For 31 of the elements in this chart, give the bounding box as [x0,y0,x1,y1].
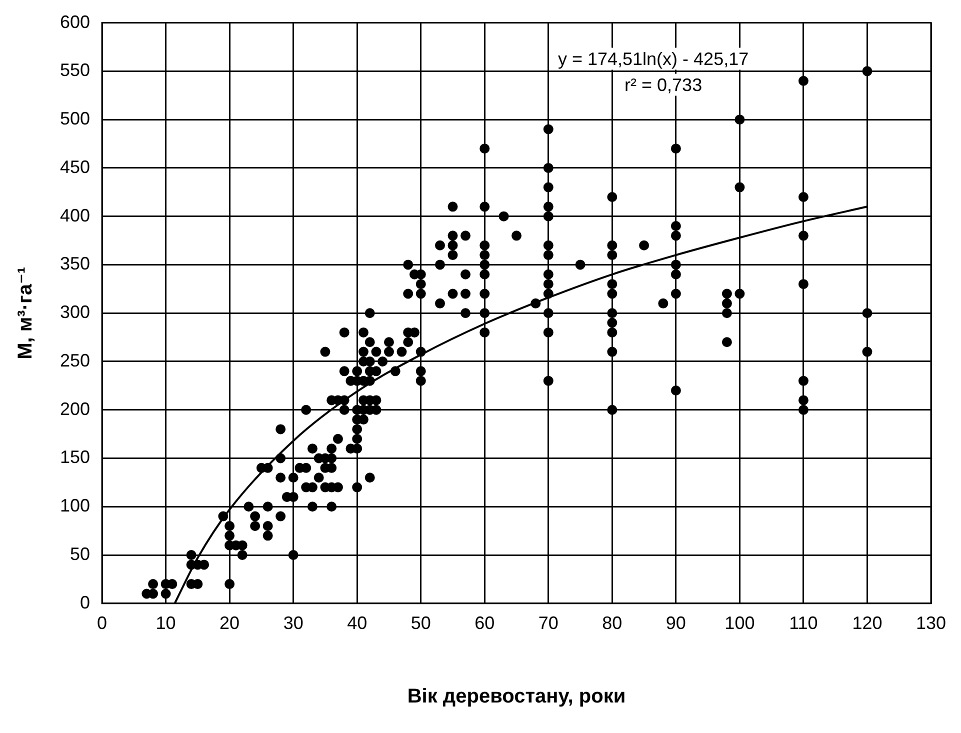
annotation: r² = 0,733 [624,74,702,95]
x-tick-label: 80 [602,613,622,634]
y-tick-label: 150 [60,447,90,468]
y-tick-label: 500 [60,108,90,129]
x-tick-label: 120 [852,613,882,634]
y-tick-label: 50 [70,544,90,564]
y-tick-label: 400 [60,205,90,226]
annotation: y = 174,51ln(x) - 425,17 [558,48,749,69]
y-tick-label: 250 [60,350,90,370]
y-tick-label: 200 [60,398,90,419]
x-tick-label: 20 [220,613,240,634]
y-tick-label: 450 [60,156,90,177]
x-tick-label: 110 [789,613,818,634]
y-tick-label: 550 [60,60,90,80]
y-tick-label: 0 [80,592,90,612]
y-tick-label: 350 [60,254,90,274]
x-tick-label: 70 [538,613,558,634]
x-tick-label: 40 [347,613,368,634]
x-axis-title: Вік деревостану, роки [407,686,626,708]
x-tick-label: 90 [666,613,686,634]
y-tick-label: 600 [60,12,90,32]
x-tick-label: 30 [283,613,304,634]
y-tick-label: 300 [60,302,90,322]
x-tick-label: 60 [474,613,495,634]
y-tick-label: 100 [60,496,90,516]
x-tick-label: 0 [97,613,108,634]
x-tick-label: 50 [410,613,431,634]
x-tick-label: 10 [156,613,176,634]
y-axis-title: M, м³·га⁻¹ [14,266,37,360]
x-tick-label: 130 [916,613,946,634]
x-tick-label: 100 [724,613,755,634]
